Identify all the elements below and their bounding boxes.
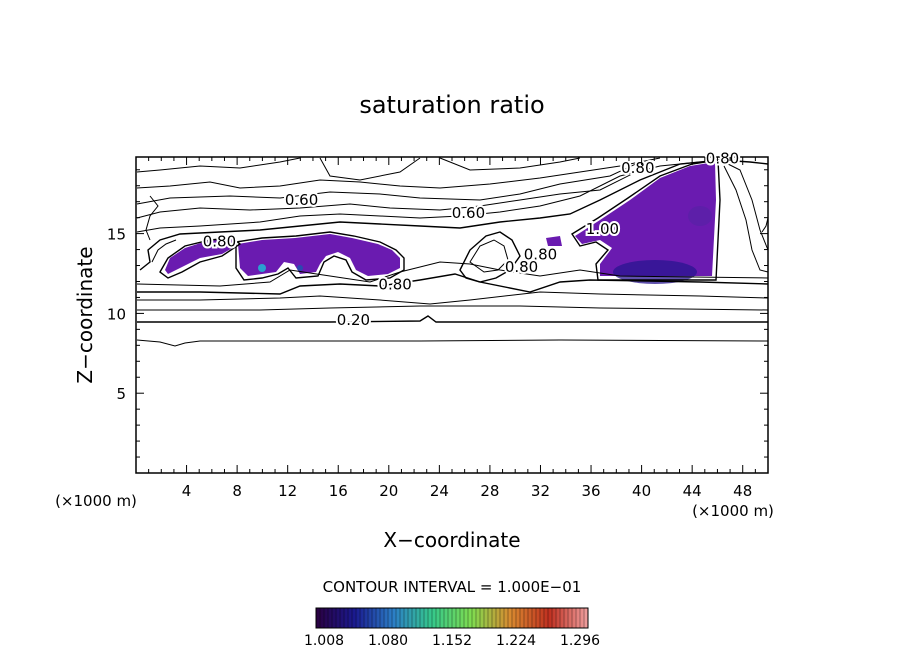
x-tick-label: 32 [531,482,550,500]
contour-lines [136,157,769,347]
colorbar-tick-label: 1.080 [368,633,408,649]
contour-label: 1.00 [586,220,619,238]
y-axis-label: Z−coordinate [73,246,97,383]
y-tick-label: 15 [107,226,126,244]
x-unit-label-right: (×1000 m) [692,502,774,520]
colorbar-tick-label: 1.152 [432,633,472,649]
contour-line [235,231,405,281]
x-tick-label: 40 [632,482,651,500]
plot-area: 0.200.600.600.800.800.800.800.800.801.00 [135,148,769,474]
x-tick-label: 20 [379,482,398,500]
colorbar-tick-label: 1.224 [496,633,536,649]
x-tick-label: 4 [182,482,192,500]
contour-line [137,315,768,323]
colorbar-tick-label: 1.296 [560,633,600,649]
supersat-region-central [238,234,400,276]
contour-line [136,161,641,205]
x-tick-label: 48 [733,482,752,500]
contour-label: 0.80 [524,245,557,263]
contour-line [571,159,721,281]
contour-line [151,239,177,263]
supersat-core-central-2 [297,265,303,271]
contour-label: 0.80 [378,276,411,294]
x-tick-label: 12 [278,482,297,500]
x-tick-label: 16 [329,482,348,500]
x-unit-label-left: (×1000 m) [55,492,137,510]
colorbar-tick-label: 1.008 [304,633,344,649]
x-tick-label: 44 [683,482,702,500]
y-tick-label: 5 [116,385,126,403]
contour-label: 0.80 [203,233,236,251]
contour-line [136,159,741,233]
colorbar-stripes [319,608,585,628]
x-axis-ticks: 4 8 12 16 20 24 28 32 36 40 44 48 [148,157,756,500]
contour-line [439,157,581,171]
y-tick-label: 10 [107,305,126,323]
x-tick-label: 8 [232,482,242,500]
chart-title: saturation ratio [359,91,544,119]
supersat-region-left [165,238,236,274]
contour-label: 0.20 [337,311,370,329]
contour-line [469,239,509,273]
supersat-core-right [613,260,697,284]
supersat-region-right [575,162,716,276]
supersaturation-fills [165,162,716,284]
supersat-region-small [546,236,562,246]
contour-line [719,159,769,251]
contour-line [137,305,769,311]
contour-line [136,157,661,189]
contour-line [136,169,641,219]
contour-line [723,165,769,273]
x-tick-label: 28 [480,482,499,500]
x-tick-label: 36 [581,482,600,500]
contour-line [136,157,301,173]
contour-label: 0.80 [706,150,739,168]
x-tick-label: 24 [430,482,449,500]
colorbar: 1.008 1.080 1.152 1.224 1.296 [304,607,600,649]
y-axis-ticks: 5 10 15 [107,169,768,458]
supersat-core-central [258,264,266,272]
contour-label: 0.80 [505,258,538,276]
supersat-core-right-2 [688,206,712,226]
contour-line [159,237,242,279]
contour-label-group: 0.200.600.600.800.800.800.800.800.801.00 [201,148,741,331]
contour-line [319,157,421,181]
contour-line [145,195,159,241]
colorbar-ticks: 1.008 1.080 1.152 1.224 1.296 [304,633,600,649]
contour-line [761,217,769,233]
contour-label: 0.60 [452,204,485,222]
contour-interval-text: CONTOUR INTERVAL = 1.000E−01 [323,578,582,596]
x-axis-label: X−coordinate [383,528,520,552]
contour-line [137,291,769,305]
contour-line [136,261,769,287]
contour-line [136,339,769,347]
contour-line [137,273,769,295]
contour-label: 0.80 [621,159,654,177]
contour-label: 0.60 [285,191,318,209]
contour-line [139,159,769,271]
contour-line [459,231,521,283]
